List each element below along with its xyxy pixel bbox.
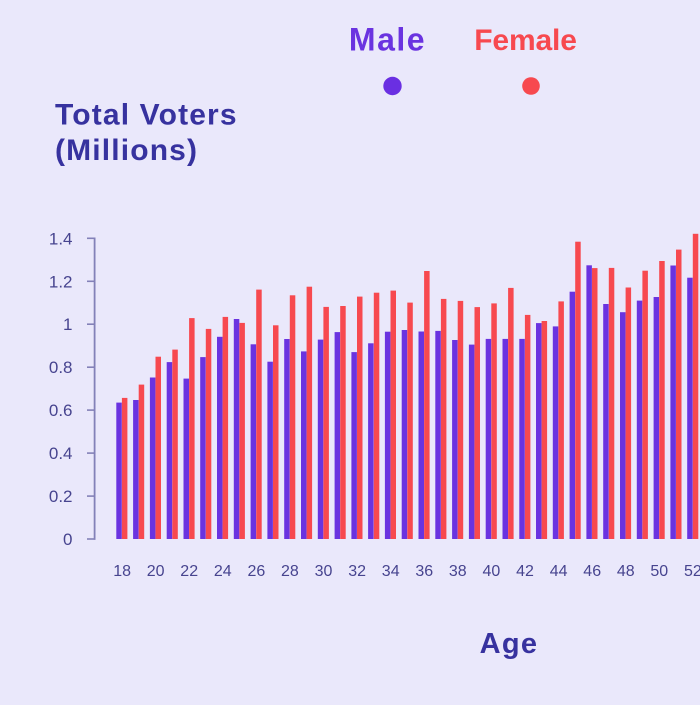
svg-text:50: 50: [650, 563, 668, 580]
svg-text:0.6: 0.6: [49, 401, 73, 420]
svg-text:0: 0: [63, 530, 72, 549]
svg-text:22: 22: [180, 563, 198, 580]
svg-text:42: 42: [516, 563, 534, 580]
svg-text:(Millions): (Millions): [55, 134, 198, 167]
svg-text:52: 52: [684, 563, 700, 580]
svg-text:34: 34: [382, 563, 400, 580]
svg-text:46: 46: [583, 563, 601, 580]
svg-text:44: 44: [550, 563, 568, 580]
svg-text:28: 28: [281, 563, 299, 580]
svg-text:40: 40: [483, 563, 501, 580]
svg-text:24: 24: [214, 563, 232, 580]
svg-text:20: 20: [147, 563, 165, 580]
svg-text:Male: Male: [349, 22, 426, 58]
svg-text:36: 36: [415, 563, 433, 580]
svg-text:1: 1: [63, 315, 72, 334]
svg-text:1.2: 1.2: [49, 272, 73, 291]
svg-text:26: 26: [248, 563, 266, 580]
svg-text:Total Voters: Total Voters: [55, 99, 238, 132]
svg-text:48: 48: [617, 563, 635, 580]
svg-text:18: 18: [113, 563, 131, 580]
svg-text:Age: Age: [480, 628, 539, 660]
svg-text:30: 30: [315, 563, 333, 580]
svg-text:0.8: 0.8: [49, 358, 73, 377]
svg-text:0.2: 0.2: [49, 487, 73, 506]
svg-text:38: 38: [449, 563, 467, 580]
svg-text:0.4: 0.4: [49, 444, 73, 463]
svg-text:1.4: 1.4: [49, 229, 73, 248]
svg-text:32: 32: [348, 563, 366, 580]
svg-text:Female: Female: [474, 24, 577, 57]
